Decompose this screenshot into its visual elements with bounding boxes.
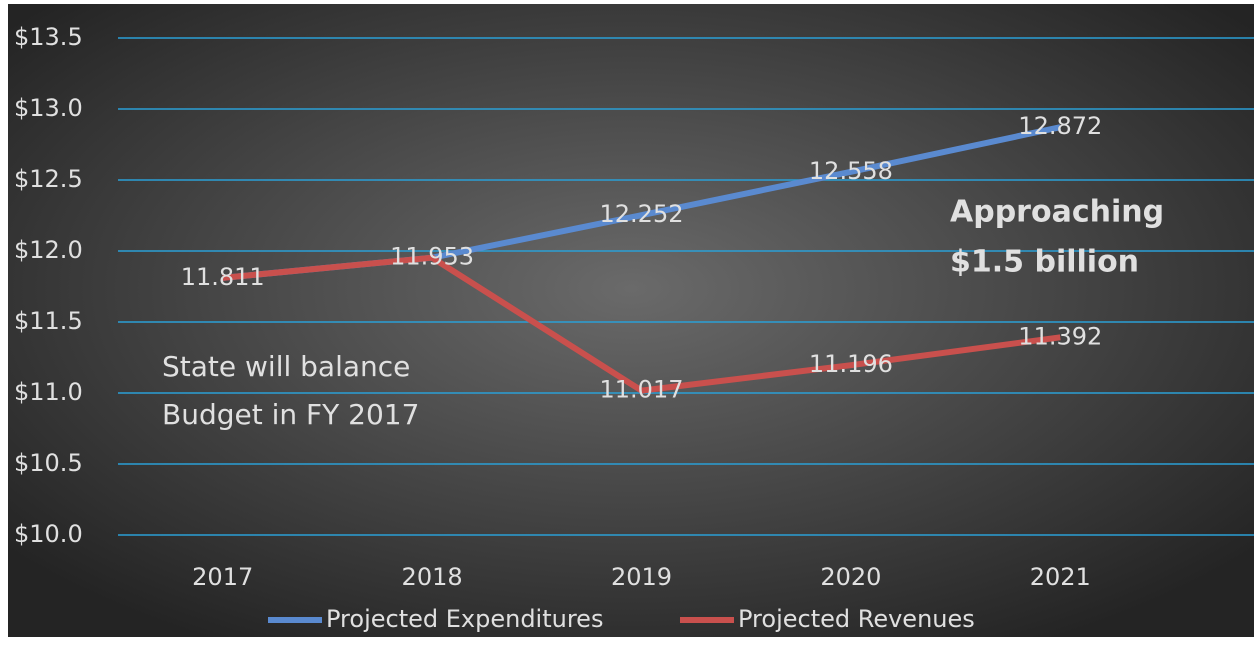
data-label: 12.252	[600, 200, 684, 228]
annotation: Approaching	[950, 195, 1164, 230]
y-tick-label: $11.5	[14, 307, 83, 335]
data-label: 12.872	[1018, 112, 1102, 140]
annotation: $1.5 billion	[950, 245, 1139, 280]
plot-background	[8, 4, 1254, 637]
y-tick-label: $12.0	[14, 236, 83, 264]
y-tick-label: $12.5	[14, 165, 83, 193]
y-tick-label: $10.0	[14, 520, 83, 548]
y-tick-label: $13.5	[14, 23, 83, 51]
x-tick-label: 2017	[192, 563, 253, 591]
y-tick-label: $13.0	[14, 94, 83, 122]
x-tick-label: 2020	[820, 563, 881, 591]
data-label: 12.558	[809, 157, 893, 185]
series-line	[222, 254, 1061, 394]
data-label: 11.953	[390, 243, 474, 271]
legend-label: Projected Expenditures	[326, 605, 603, 633]
annotation: Budget in FY 2017	[162, 398, 419, 431]
data-label: 11.811	[181, 263, 265, 291]
data-label: 11.017	[600, 376, 684, 404]
annotation: State will balance	[162, 350, 410, 383]
y-tick-label: $10.5	[14, 449, 83, 477]
legend-label: Projected Revenues	[738, 605, 975, 633]
data-label: 11.196	[809, 350, 893, 378]
data-label: 11.392	[1018, 322, 1102, 350]
x-tick-label: 2018	[402, 563, 463, 591]
x-tick-label: 2019	[611, 563, 672, 591]
x-tick-label: 2021	[1030, 563, 1091, 591]
y-tick-label: $11.0	[14, 378, 83, 406]
